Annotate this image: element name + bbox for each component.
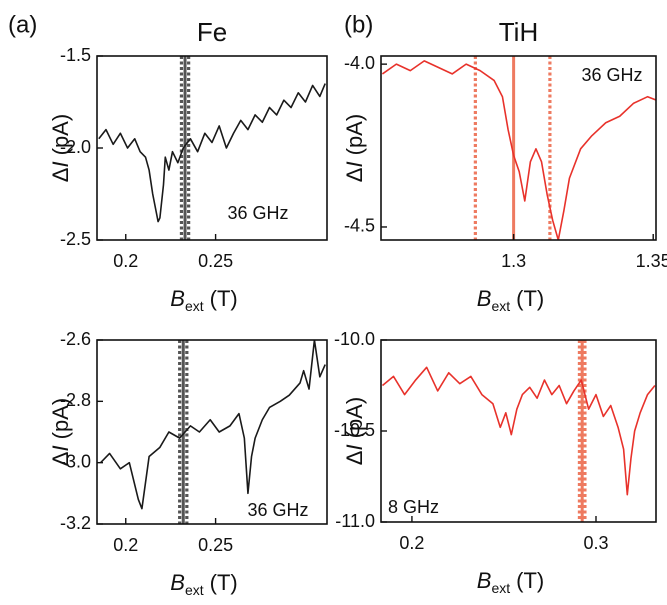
- y-label-var: I: [48, 161, 73, 167]
- x-label-sub: ext: [491, 298, 510, 314]
- x-tick-label: 0.2: [113, 535, 138, 555]
- data-line: [100, 340, 326, 510]
- x-label-sub: ext: [185, 582, 204, 598]
- x-tick-label: 0.2: [113, 251, 138, 271]
- x-tick-label: 1.35: [636, 251, 667, 271]
- x-axis-label: Bext (T): [170, 570, 237, 598]
- y-label-unit: (pA): [48, 114, 73, 156]
- y-label-var: I: [342, 444, 367, 450]
- frequency-annotation: 36 GHz: [247, 500, 308, 520]
- plot-area: [100, 340, 326, 524]
- y-tick-label: -2.5: [60, 229, 91, 249]
- y-tick-label: -2.6: [60, 329, 91, 349]
- y-tick-label: -4.0: [344, 53, 375, 73]
- y-label-unit: (pA): [342, 114, 367, 156]
- axes-frame: [96, 339, 328, 525]
- y-tick-label: -1.5: [60, 45, 91, 65]
- y-label-prefix: Δ: [342, 450, 367, 465]
- y-tick-label: -11.0: [335, 511, 375, 531]
- x-axis-label: Bext (T): [170, 286, 237, 314]
- x-label-var: B: [477, 568, 492, 593]
- x-label-var: B: [477, 286, 492, 311]
- y-axis-label: ΔI (pA): [48, 398, 73, 466]
- y-label-prefix: Δ: [342, 167, 367, 182]
- y-label-unit: (pA): [48, 398, 73, 440]
- y-tick-label: -2.0: [60, 137, 91, 157]
- panel-label: (a): [8, 11, 37, 38]
- y-label-prefix: Δ: [48, 451, 73, 466]
- data-line: [381, 366, 656, 496]
- x-label-unit: (T): [516, 286, 544, 311]
- frequency-annotation: 36 GHz: [227, 203, 288, 223]
- x-axis-label: Bext (T): [477, 568, 544, 596]
- frequency-annotation: 8 GHz: [388, 497, 439, 517]
- y-label-unit: (pA): [342, 397, 367, 439]
- panel-label: (b): [344, 11, 373, 38]
- x-tick-label: 1.3: [501, 251, 526, 271]
- plot-area: [381, 56, 656, 240]
- x-tick-label: 0.3: [583, 533, 608, 553]
- x-label-unit: (T): [516, 568, 544, 593]
- x-label-unit: (T): [210, 570, 238, 595]
- y-tick-label: -10.0: [334, 329, 375, 349]
- x-label-var: B: [170, 286, 185, 311]
- axes-frame: [96, 55, 328, 241]
- x-label-unit: (T): [210, 286, 238, 311]
- plot-area: [98, 56, 326, 240]
- panel-title: Fe: [197, 17, 227, 47]
- x-tick-label: 0.25: [198, 535, 233, 555]
- x-label-sub: ext: [185, 298, 204, 314]
- frequency-annotation: 36 GHz: [581, 65, 642, 85]
- data-line: [381, 60, 656, 240]
- axes-frame: [380, 55, 657, 241]
- y-tick-label: -2.8: [60, 390, 91, 410]
- y-tick-label: -4.5: [344, 216, 375, 236]
- y-tick-label: -10.5: [334, 420, 375, 440]
- x-label-sub: ext: [491, 580, 510, 596]
- y-axis-label: ΔI (pA): [342, 114, 367, 182]
- plot-area: [381, 340, 656, 522]
- y-axis-label: ΔI (pA): [48, 114, 73, 182]
- data-line: [98, 83, 326, 223]
- panel-title: TiH: [499, 17, 538, 47]
- y-label-var: I: [342, 161, 367, 167]
- y-label-prefix: Δ: [48, 167, 73, 182]
- x-axis-label: Bext (T): [477, 286, 544, 314]
- x-tick-label: 0.2: [399, 533, 424, 553]
- y-tick-label: -3.2: [60, 513, 91, 533]
- y-tick-label: -3.0: [60, 451, 91, 471]
- y-label-var: I: [48, 445, 73, 451]
- x-label-var: B: [170, 570, 185, 595]
- y-axis-label: ΔI (pA): [342, 397, 367, 465]
- x-tick-label: 0.25: [198, 251, 233, 271]
- axes-frame: [380, 339, 657, 523]
